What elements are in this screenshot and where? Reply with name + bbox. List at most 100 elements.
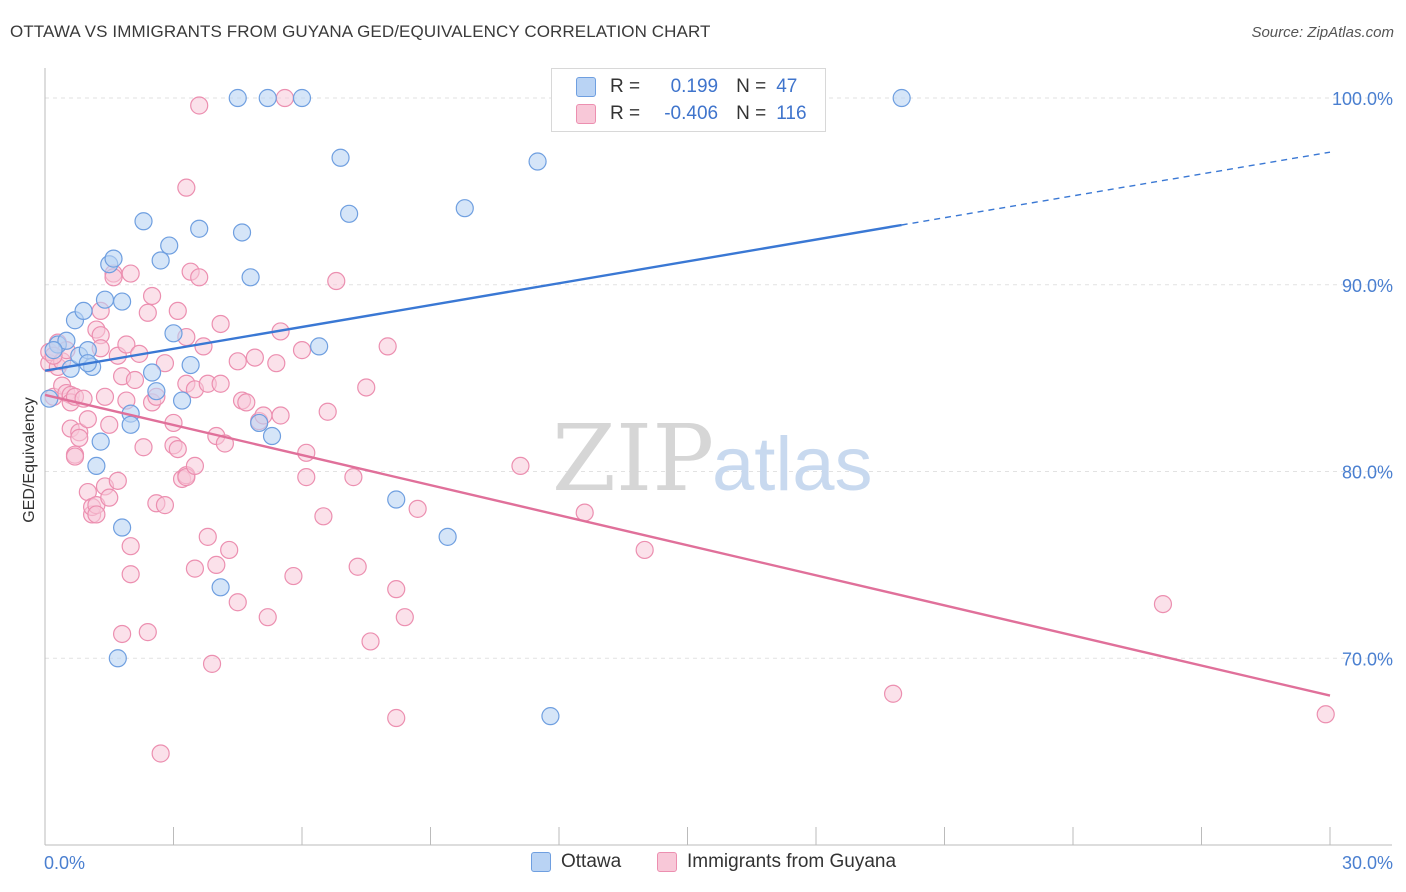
guyana-point bbox=[138, 623, 157, 642]
ottawa-point bbox=[228, 88, 247, 108]
ottawa-point bbox=[310, 337, 329, 356]
ottawa-point bbox=[387, 490, 406, 509]
ottawa-point bbox=[164, 324, 183, 343]
guyana-point bbox=[112, 624, 132, 644]
ottawa-point bbox=[57, 331, 76, 350]
guyana-point bbox=[245, 348, 264, 367]
guyana-point bbox=[408, 499, 427, 518]
legend-n-guyana: 116 bbox=[776, 103, 807, 124]
guyana-point bbox=[95, 387, 115, 406]
guyana-point bbox=[117, 335, 136, 354]
guyana-point bbox=[190, 96, 209, 115]
guyana-point bbox=[327, 271, 346, 291]
ottawa-point bbox=[160, 236, 179, 255]
legend-n-label: N = bbox=[736, 76, 767, 97]
guyana-point bbox=[271, 406, 290, 425]
guyana-point bbox=[198, 527, 217, 546]
guyana-point bbox=[361, 632, 380, 651]
guyana-point bbox=[1153, 594, 1173, 614]
ottawa-point bbox=[40, 389, 59, 408]
guyana-point bbox=[357, 378, 376, 397]
guyana-point bbox=[108, 471, 127, 490]
guyana-point bbox=[237, 393, 256, 412]
guyana-point bbox=[121, 537, 140, 556]
legend-r-ottawa: 0.199 bbox=[670, 76, 719, 97]
legend-n-ottawa: 47 bbox=[776, 76, 798, 97]
source-label: Source: ZipAtlas.com bbox=[1251, 24, 1394, 41]
series-swatch-ottawa bbox=[531, 852, 551, 872]
ottawa-point bbox=[87, 456, 106, 476]
guyana-point bbox=[125, 370, 145, 390]
ottawa-point bbox=[121, 415, 140, 434]
guyana-point bbox=[297, 443, 316, 462]
ottawa-trend-extension bbox=[901, 151, 1331, 226]
ottawa-point bbox=[95, 290, 115, 309]
guyana-point bbox=[292, 341, 312, 360]
ottawa-point bbox=[292, 88, 312, 108]
ottawa-point bbox=[108, 649, 127, 668]
ottawa-point bbox=[91, 432, 110, 451]
guyana-point bbox=[185, 456, 205, 476]
guyana-point bbox=[378, 337, 397, 356]
guyana-point bbox=[134, 438, 153, 457]
guyana-point bbox=[314, 507, 333, 526]
series-swatch-guyana bbox=[657, 852, 677, 872]
ottawa-point bbox=[455, 199, 474, 218]
ottawa-point bbox=[892, 88, 911, 108]
guyana-point bbox=[185, 559, 205, 578]
tick-labels: 70.0% 80.0% 90.0% 100.0% 0.0% 30.0% bbox=[44, 89, 1393, 873]
legend-swatch-ottawa bbox=[576, 77, 596, 97]
ottawa-point bbox=[147, 382, 166, 401]
guyana-point bbox=[155, 496, 175, 515]
legend-n-label: N = bbox=[736, 103, 767, 124]
guyana-point bbox=[275, 88, 294, 108]
ottawa-point bbox=[74, 301, 93, 321]
ottawa-point bbox=[438, 527, 457, 546]
guyana-point bbox=[207, 555, 226, 574]
ottawa-point bbox=[258, 88, 277, 108]
ottawa-point bbox=[112, 518, 132, 537]
guyana-point bbox=[1316, 705, 1335, 724]
guyana-point bbox=[387, 708, 406, 728]
guyana-point bbox=[168, 439, 187, 459]
guyana-point bbox=[511, 456, 530, 476]
series-legend: Ottawa Immigrants from Guyana bbox=[0, 851, 1406, 879]
watermark-atlas: atlas bbox=[712, 422, 873, 507]
legend-r-label: R = bbox=[610, 76, 641, 97]
ottawa-point bbox=[528, 152, 547, 171]
guyana-point bbox=[194, 337, 213, 356]
guyana-point bbox=[267, 354, 286, 373]
guyana-point bbox=[177, 178, 196, 197]
guyana-point bbox=[395, 608, 414, 627]
guyana-point bbox=[202, 654, 222, 673]
legend-row-guyana: R = -0.406 N = 116 bbox=[576, 101, 807, 127]
axes bbox=[44, 68, 1392, 846]
ottawa-point bbox=[190, 219, 209, 238]
ottawa-point bbox=[181, 355, 200, 375]
guyana-point bbox=[635, 540, 654, 560]
guyana-point bbox=[87, 505, 106, 524]
guyana-point bbox=[284, 566, 303, 586]
legend-r-label: R = bbox=[610, 103, 641, 124]
guyana-point bbox=[344, 468, 363, 487]
guyana-point bbox=[348, 557, 367, 576]
guyana-point bbox=[78, 410, 97, 429]
series-legend-ottawa[interactable]: Ottawa bbox=[531, 851, 621, 873]
guyana-point bbox=[211, 314, 230, 334]
guyana-point bbox=[575, 503, 594, 522]
ottawa-point bbox=[172, 391, 192, 410]
watermark: ZIP atlas bbox=[552, 405, 873, 512]
x-tick-label: 0.0% bbox=[44, 853, 85, 873]
guyana-point bbox=[258, 608, 277, 627]
guyana-point bbox=[155, 354, 175, 373]
guyana-trend-line bbox=[44, 393, 1331, 697]
x-tick-label: 30.0% bbox=[1342, 853, 1393, 873]
ottawa-point bbox=[241, 268, 260, 287]
guyana-point bbox=[318, 402, 337, 421]
legend-swatch-guyana bbox=[576, 104, 596, 124]
guyana-point bbox=[190, 268, 209, 287]
y-tick-label: 80.0% bbox=[1342, 463, 1393, 483]
ottawa-point bbox=[250, 413, 269, 433]
series-legend-guyana[interactable]: Immigrants from Guyana bbox=[657, 851, 896, 873]
ottawa-trend-line bbox=[44, 223, 902, 372]
